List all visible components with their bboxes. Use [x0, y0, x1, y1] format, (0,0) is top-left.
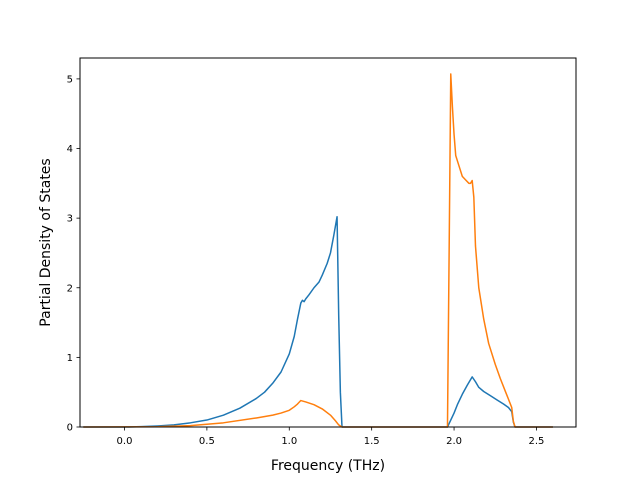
x-tick-label: 1.5: [364, 436, 380, 447]
y-tick-label: 0: [67, 423, 73, 434]
x-tick-label: 0.5: [199, 436, 215, 447]
x-tick-label: 2.5: [528, 436, 544, 447]
x-tick-label: 2.0: [446, 436, 462, 447]
series-line-1: [83, 215, 553, 428]
plot-frame: [79, 57, 577, 428]
x-axis-title: Frequency (THz): [271, 458, 385, 474]
y-tick-label: 1: [67, 353, 73, 364]
y-tick-label: 3: [67, 214, 73, 225]
x-tick-label: 0.0: [117, 436, 133, 447]
x-tick-label: 1.0: [281, 436, 297, 447]
y-tick-label: 4: [67, 144, 73, 155]
y-axis-title: Partial Density of States: [38, 158, 54, 326]
y-tick-label: 2: [67, 283, 73, 294]
series-line-2: [83, 73, 553, 428]
y-tick-label: 5: [67, 74, 73, 85]
plot-background: [80, 58, 576, 427]
series-layer: [83, 73, 553, 428]
ticks-layer: 0.0 0.5 1.0 1.5 2.0 2.5 0 1 2 3 4 5: [67, 74, 545, 447]
